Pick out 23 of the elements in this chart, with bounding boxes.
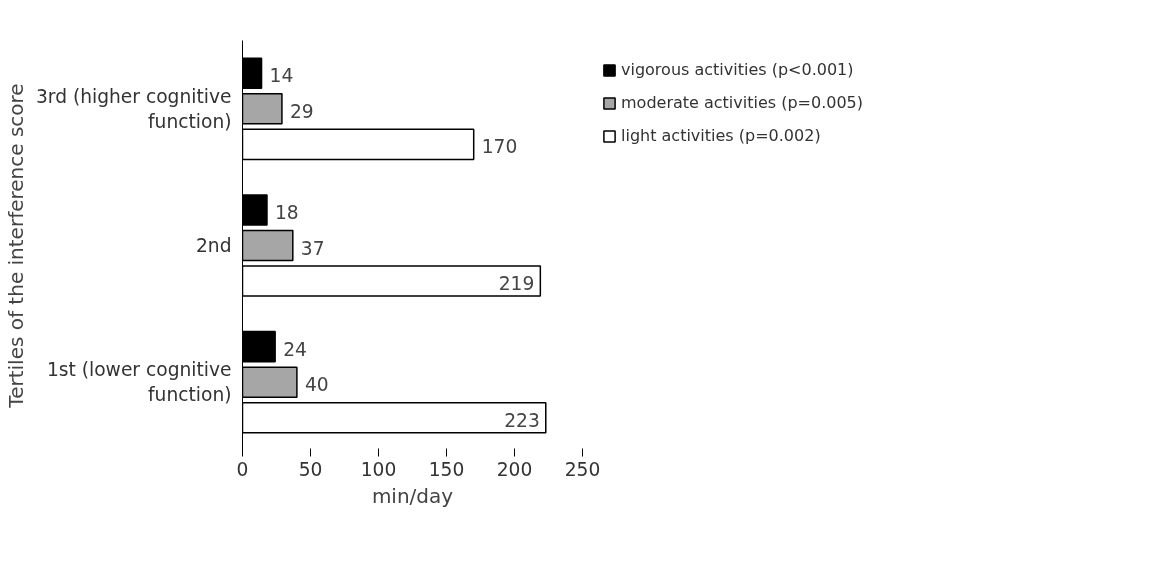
- data-label: 40: [304, 374, 329, 396]
- data-label: 14: [269, 65, 294, 87]
- x-tick-label: 150: [428, 458, 465, 480]
- data-label: 170: [481, 136, 518, 158]
- y-tick-label: 2nd: [195, 235, 232, 256]
- x-axis-title: min/day: [371, 483, 454, 508]
- x-tick-label: 0: [236, 458, 249, 480]
- y-tick-label: 3rd (higher cognitive function): [35, 85, 232, 132]
- y-axis-title: Tertiles of the interference score: [3, 83, 28, 409]
- legend-label: vigorous activities (p<0.001): [621, 60, 854, 79]
- y-tick-label: 1st (lower cognitive function): [46, 359, 232, 406]
- data-label: 18: [274, 201, 299, 223]
- x-tick-label: 50: [298, 458, 323, 480]
- x-tick-label: 250: [564, 458, 601, 480]
- data-label: 219: [498, 273, 535, 295]
- legend-label: moderate activities (p=0.005): [621, 93, 864, 112]
- x-tick-label: 100: [360, 458, 397, 480]
- data-label: 24: [283, 338, 307, 360]
- data-label: 223: [504, 409, 540, 431]
- x-tick-label: 200: [496, 458, 533, 480]
- data-label: 29: [289, 100, 314, 122]
- legend-label: light activities (p=0.002): [621, 126, 821, 145]
- data-label: 37: [300, 237, 325, 259]
